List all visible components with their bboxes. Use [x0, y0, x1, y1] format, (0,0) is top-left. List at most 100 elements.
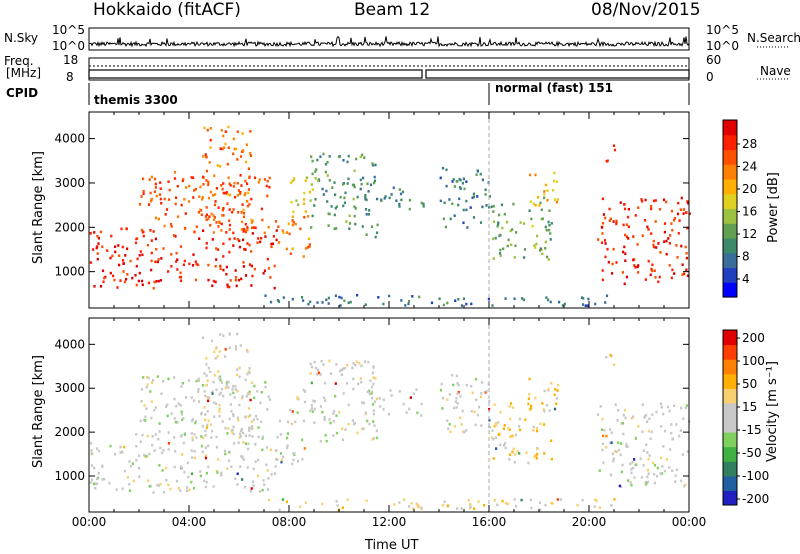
echo-cell	[278, 241, 281, 244]
echo-cell	[539, 422, 542, 425]
echo-cell	[201, 424, 204, 428]
echo-cell	[244, 415, 247, 419]
echo-cell	[557, 383, 560, 387]
echo-cell	[470, 410, 473, 413]
echo-cell	[193, 189, 196, 192]
echo-cell	[147, 479, 150, 482]
echo-cell	[309, 372, 312, 375]
echo-cell	[371, 385, 374, 389]
echo-cell	[194, 260, 197, 263]
echo-cell	[204, 456, 208, 460]
echo-cell	[353, 205, 356, 209]
echo-cell	[499, 233, 502, 237]
echo-cell	[620, 422, 623, 425]
echo-cell	[634, 437, 637, 440]
echo-cell	[617, 448, 621, 452]
echo-cell	[497, 421, 500, 424]
echo-cell	[165, 208, 169, 211]
echo-cell	[472, 195, 475, 199]
echo-cell	[96, 234, 99, 238]
echo-cell	[229, 393, 232, 396]
echo-cell	[354, 207, 357, 210]
echo-cell	[158, 422, 161, 425]
echo-cell	[669, 448, 672, 451]
echo-cell	[234, 345, 237, 348]
echo-cell	[328, 155, 331, 158]
echo-cell	[202, 384, 205, 387]
echo-cell	[219, 473, 223, 477]
echo-cell	[173, 171, 177, 174]
echo-cell	[154, 186, 157, 189]
echo-cell	[185, 186, 188, 189]
echo-cell	[522, 298, 525, 302]
echo-cell	[154, 216, 158, 220]
echo-cell	[242, 149, 245, 152]
power-echoes	[89, 125, 691, 307]
echo-cell	[399, 192, 403, 196]
echo-cell	[226, 202, 229, 205]
echo-cell	[302, 388, 305, 392]
echo-cell	[209, 190, 212, 194]
echo-cell	[134, 241, 138, 245]
echo-cell	[469, 206, 472, 209]
echo-cell	[156, 375, 159, 378]
echo-cell	[227, 386, 230, 389]
echo-cell	[646, 420, 649, 423]
echo-cell	[218, 414, 221, 418]
colorbar-tick-label: 50	[742, 377, 757, 391]
echo-cell	[510, 402, 513, 405]
echo-cell	[648, 454, 651, 457]
colorbar-segment	[723, 164, 737, 180]
echo-cell	[659, 472, 662, 475]
echo-cell	[457, 390, 460, 394]
echo-cell	[340, 373, 344, 376]
echo-cell	[201, 196, 204, 199]
echo-cell	[351, 366, 354, 370]
echo-cell	[600, 226, 603, 229]
echo-cell	[661, 465, 664, 468]
echo-cell	[422, 202, 425, 206]
echo-cell	[525, 451, 528, 455]
colorbar-segment	[723, 475, 737, 491]
echo-cell	[253, 176, 257, 180]
echo-cell	[218, 350, 221, 353]
echo-cell	[186, 461, 189, 465]
echo-cell	[313, 400, 316, 403]
colorbar-tick-label: 100	[742, 354, 765, 368]
echo-cell	[375, 397, 379, 401]
echo-cell	[341, 367, 344, 371]
echo-cell	[193, 433, 196, 436]
echo-cell	[96, 257, 99, 261]
echo-cell	[616, 419, 619, 422]
echo-cell	[234, 276, 238, 279]
echo-cell	[205, 169, 209, 173]
echo-cell	[155, 194, 158, 198]
echo-cell	[511, 228, 514, 231]
echo-cell	[200, 411, 203, 415]
echo-cell	[224, 386, 227, 390]
echo-cell	[516, 450, 519, 453]
echo-cell	[499, 411, 502, 414]
echo-cell	[656, 466, 659, 470]
echo-cell	[599, 405, 602, 408]
echo-cell	[498, 213, 501, 217]
echo-cell	[226, 285, 229, 289]
x-tick-label: 20:00	[572, 515, 607, 529]
echo-cell	[296, 411, 299, 414]
echo-cell	[257, 426, 260, 429]
echo-cell	[527, 461, 530, 465]
echo-cell	[356, 195, 359, 199]
echo-cell	[602, 461, 605, 465]
echo-cell	[248, 429, 251, 432]
echo-cell	[209, 138, 212, 142]
echo-cell	[202, 183, 205, 186]
echo-cell	[246, 200, 249, 203]
echo-cell	[274, 220, 278, 223]
echo-cell	[228, 285, 231, 289]
echo-cell	[620, 442, 623, 445]
echo-cell	[663, 469, 666, 473]
echo-cell	[543, 409, 546, 413]
echo-cell	[532, 202, 535, 206]
echo-cell	[492, 204, 495, 208]
echo-cell	[222, 255, 225, 258]
